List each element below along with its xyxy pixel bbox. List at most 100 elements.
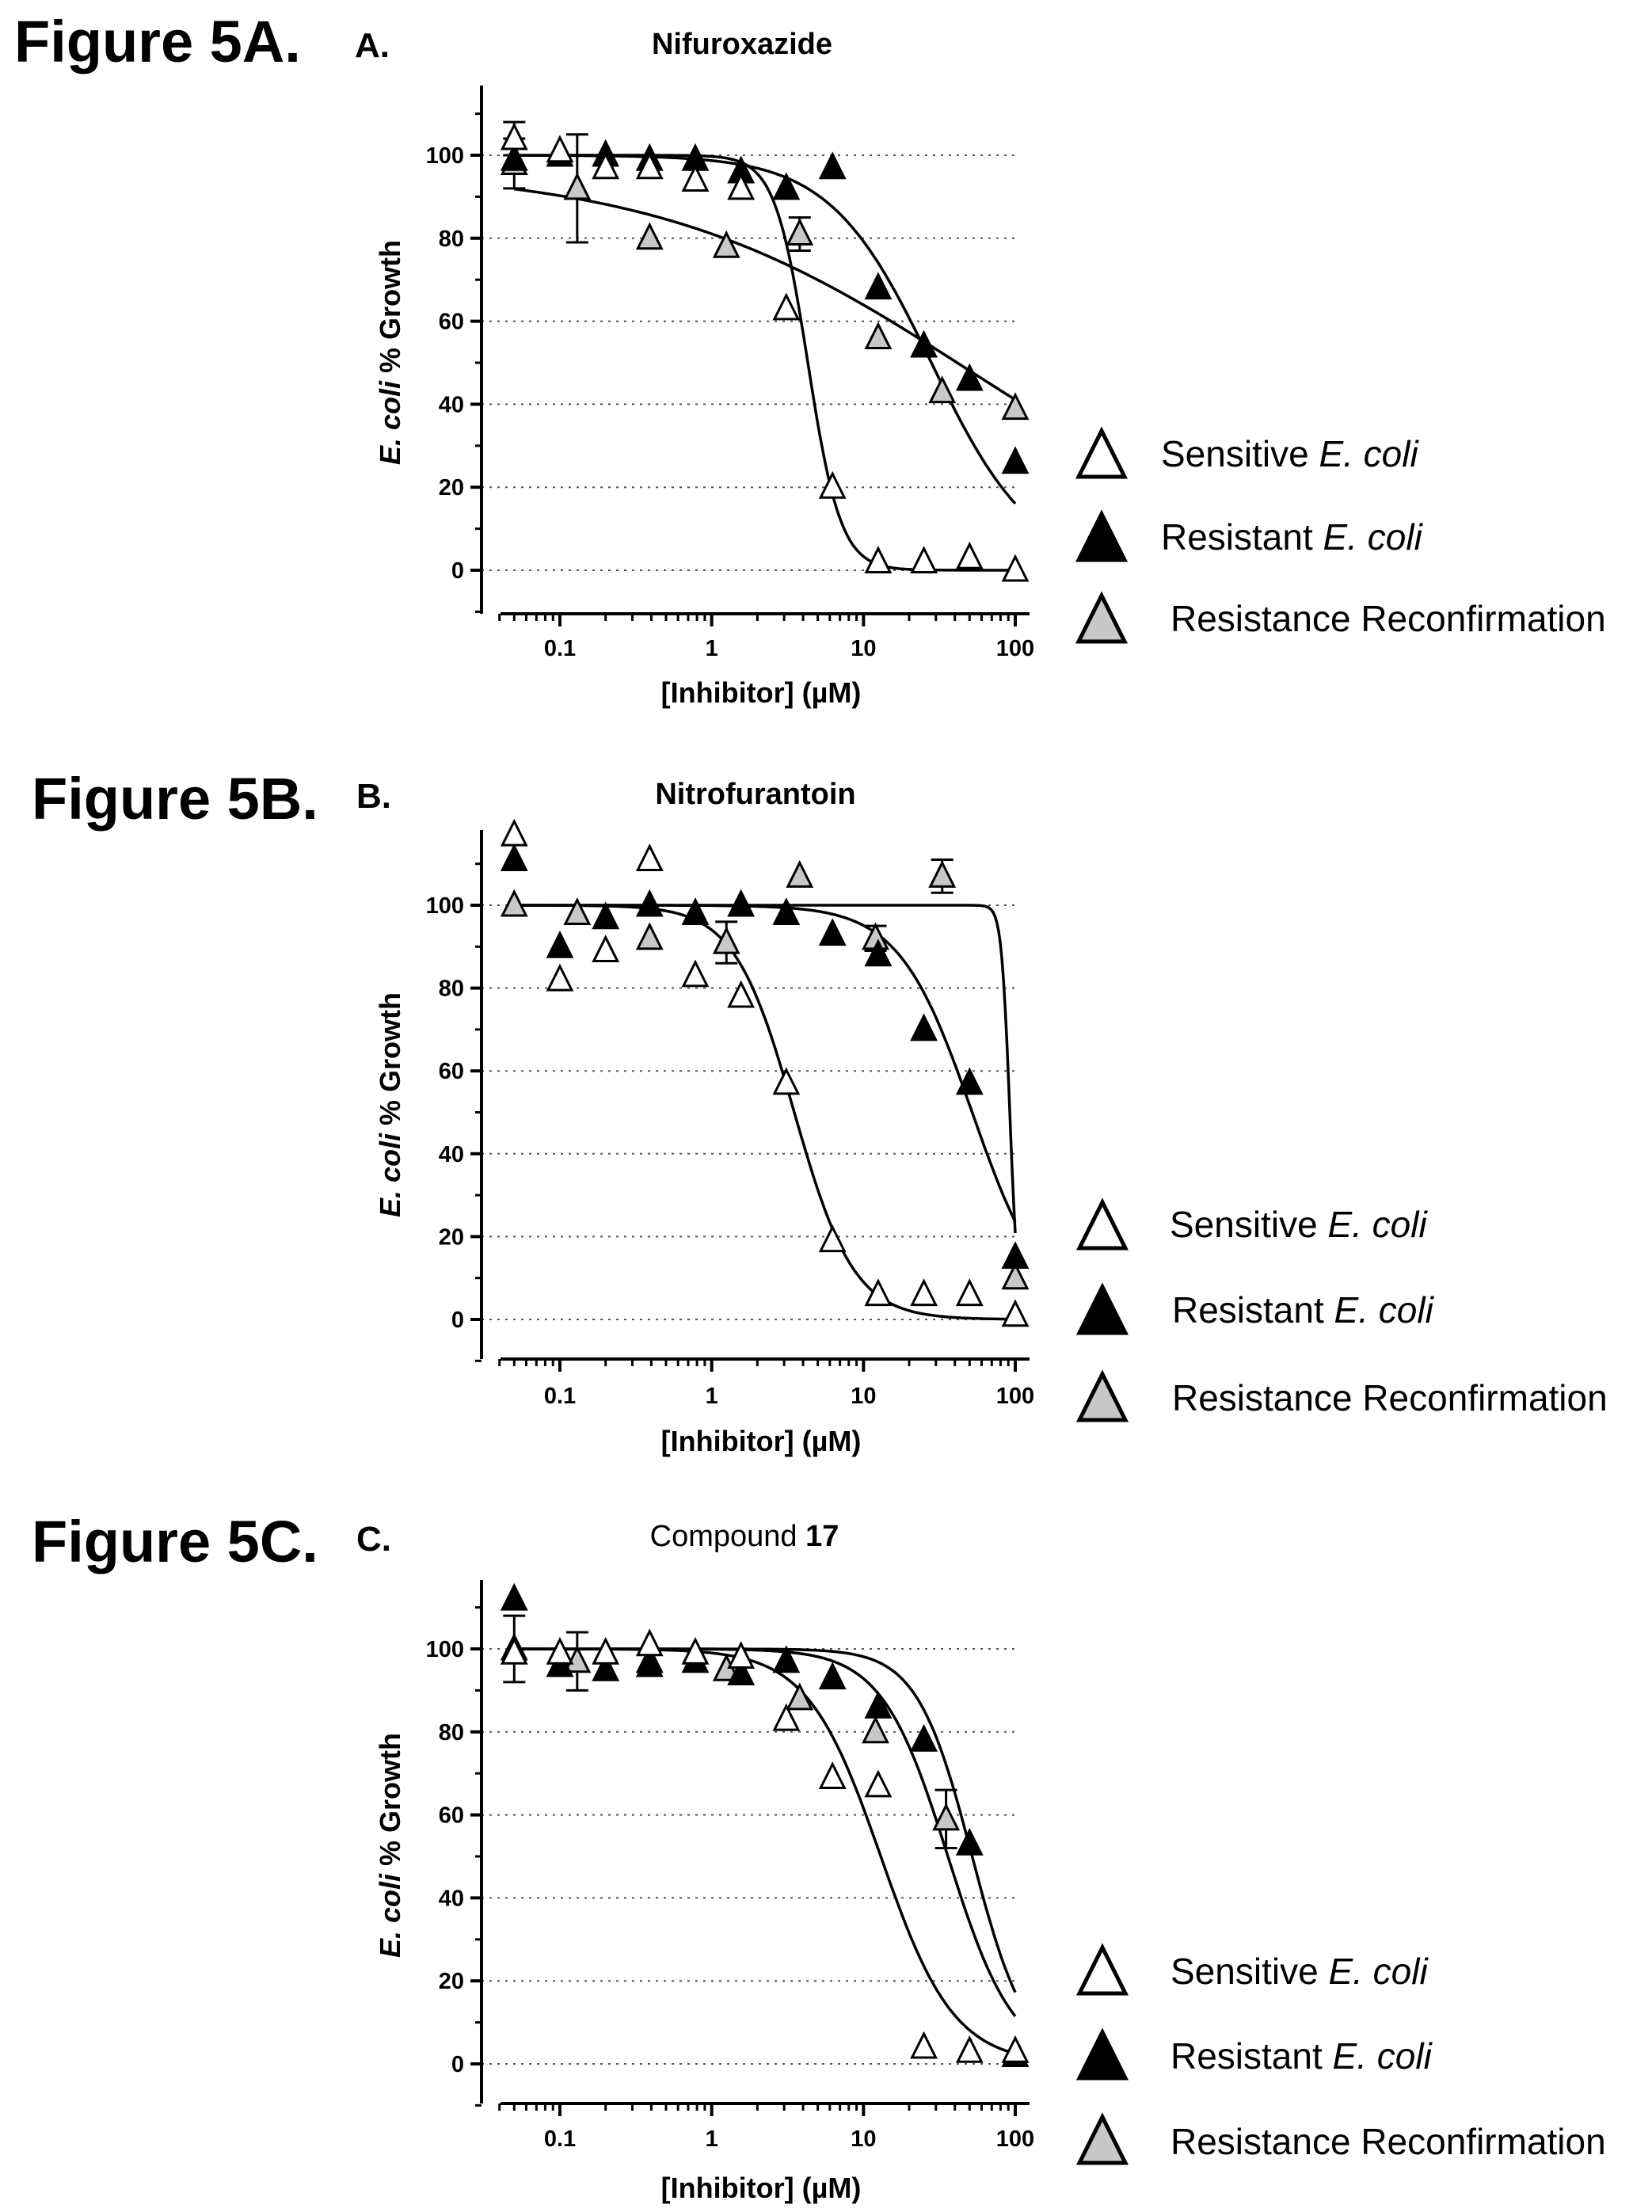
data-point-sensitive — [910, 1278, 938, 1307]
data-point-resistant — [955, 363, 984, 391]
x-axis-label: [Inhibitor] (µM) — [661, 1425, 862, 1457]
legend: Sensitive E. coli Resistant E. coli Resi… — [1075, 1943, 1606, 2165]
y-tick-label: 80 — [439, 227, 464, 252]
fit-curve-resistant — [514, 154, 1017, 505]
data-point-resistant — [772, 897, 801, 925]
legend-resistant-label: Resistant E. coli — [1172, 1289, 1435, 1331]
panel-label: C. — [356, 1520, 391, 1559]
y-tick-label: 40 — [439, 392, 464, 417]
legend: Sensitive E. coli Resistant E. coli Resi… — [1075, 426, 1606, 644]
x-tick-label: 100 — [996, 2126, 1034, 2152]
x-tick-label: 100 — [996, 1384, 1034, 1409]
data-point-sensitive — [546, 963, 574, 992]
legend-sensitive-label: Sensitive E. coli — [1170, 1204, 1428, 1245]
fit-curve-reconfirm — [514, 1647, 1017, 2017]
data-point-sensitive — [592, 1636, 620, 1665]
x-tick-label: 10 — [851, 636, 876, 661]
x-tick-label: 0.1 — [544, 2126, 576, 2152]
data-point-sensitive — [681, 959, 710, 988]
data-point-sensitive — [546, 1636, 574, 1665]
data-point-sensitive — [727, 1641, 756, 1669]
data-point-reconfirm — [1001, 1262, 1030, 1290]
data-point-reconfirm — [786, 860, 814, 888]
data-point-resistant — [727, 1658, 756, 1685]
data-point-resistant — [635, 1649, 664, 1677]
legend-sensitive-marker-icon — [1075, 1197, 1129, 1251]
x-tick-label: 1 — [706, 2126, 718, 2152]
x-tick-label: 10 — [851, 1384, 876, 1409]
data-point-sensitive — [681, 164, 710, 192]
data-point-reconfirm — [864, 322, 893, 350]
data-point-sensitive — [864, 1278, 893, 1307]
data-point-reconfirm — [786, 218, 814, 246]
data-point-reconfirm — [563, 172, 592, 200]
data-point-resistant — [955, 1067, 984, 1095]
data-point-reconfirm — [712, 926, 740, 954]
y-axis-label: E. coli % Growth — [374, 240, 406, 465]
legend-sensitive-marker-icon — [1075, 426, 1129, 479]
y-tick-label: 0 — [451, 2052, 464, 2077]
chart-plot-c: 0 20 40 60 80 100 0.1 1 10 100 — [426, 1580, 1034, 2152]
data-point-sensitive — [864, 546, 893, 574]
data-point-sensitive — [1001, 2035, 1030, 2063]
legend-reconfirm-marker-icon — [1075, 1369, 1129, 1422]
data-point-sensitive — [500, 818, 528, 847]
y-tick-label: 60 — [439, 310, 464, 335]
fit-curve-resistant — [514, 904, 1017, 1223]
data-point-resistant — [772, 172, 801, 200]
data-point-resistant — [864, 1691, 893, 1719]
fit-curve-sensitive — [514, 1647, 1016, 2055]
y-tick-label: 40 — [439, 1886, 464, 1911]
data-point-resistant — [864, 938, 893, 967]
data-point-resistant — [1001, 1241, 1030, 1270]
data-point-resistant — [818, 918, 847, 946]
data-point-resistant — [500, 143, 528, 171]
y-tick-label: 100 — [426, 1637, 464, 1662]
data-point-reconfirm — [563, 897, 592, 925]
x-tick-label: 1 — [706, 1384, 718, 1409]
legend-reconfirm-label: Resistance Reconfirmation — [1170, 598, 1606, 639]
figure-label: Figure 5A. — [14, 9, 301, 74]
data-point-reconfirm — [1001, 392, 1030, 421]
y-tick-label: 80 — [439, 1720, 464, 1746]
y-tick-label: 0 — [451, 1308, 464, 1333]
y-tick-label: 20 — [439, 1969, 464, 1994]
panel-label: B. — [356, 777, 391, 816]
data-point-resistant — [681, 897, 710, 925]
data-point-resistant — [546, 930, 574, 958]
data-point-sensitive — [1001, 1299, 1030, 1327]
legend-resistant-label: Resistant E. coli — [1170, 2035, 1433, 2077]
data-point-resistant — [910, 1723, 938, 1752]
figure-label: Figure 5B. — [32, 766, 318, 832]
legend-reconfirm-label: Resistance Reconfirmation — [1172, 1377, 1608, 1418]
chart-title: Compound 17 — [650, 1520, 839, 1553]
data-point-resistant — [818, 151, 847, 180]
x-axis-label: [Inhibitor] (µM) — [661, 676, 862, 709]
legend-reconfirm-label: Resistance Reconfirmation — [1170, 2121, 1606, 2162]
data-point-resistant — [500, 1582, 528, 1611]
y-tick-label: 60 — [439, 1059, 464, 1084]
data-point-reconfirm — [635, 922, 664, 950]
data-point-sensitive — [818, 470, 847, 499]
data-point-sensitive — [635, 843, 664, 871]
data-point-sensitive — [635, 1628, 664, 1657]
data-point-resistant — [635, 889, 664, 917]
data-point-sensitive — [818, 1761, 847, 1789]
legend-reconfirm-marker-icon — [1075, 591, 1129, 644]
y-tick-label: 20 — [439, 475, 464, 501]
x-tick-label: 10 — [851, 2126, 876, 2152]
legend-resistant-marker-icon — [1075, 509, 1129, 562]
data-point-reconfirm — [635, 222, 664, 250]
figure-5c: Figure 5C. C. Compound 17 0 20 40 60 80 100 0.… — [32, 1509, 1606, 2204]
data-point-resistant — [1001, 446, 1030, 474]
data-point-resistant — [727, 889, 756, 917]
data-point-resistant — [500, 843, 528, 871]
x-axis-label: [Inhibitor] (µM) — [661, 2172, 862, 2204]
y-tick-label: 80 — [439, 977, 464, 1002]
data-point-resistant — [818, 1662, 847, 1690]
data-point-sensitive — [1001, 554, 1030, 582]
figure-label: Figure 5C. — [32, 1509, 318, 1574]
legend-sensitive-label: Sensitive E. coli — [1161, 433, 1419, 474]
data-point-resistant — [955, 1827, 984, 1856]
data-point-resistant — [864, 272, 893, 300]
